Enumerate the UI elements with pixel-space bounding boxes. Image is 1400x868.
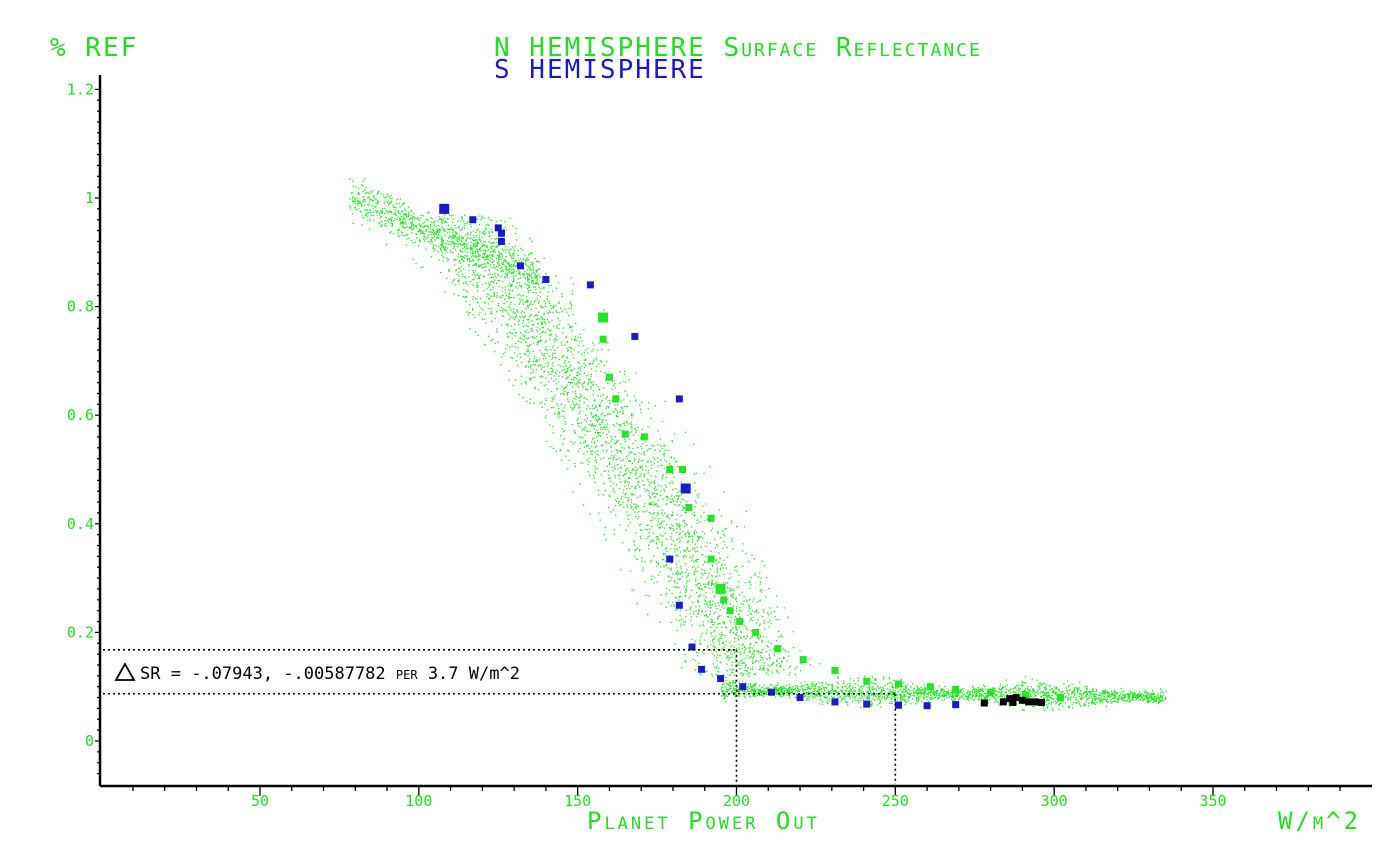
black-marker xyxy=(999,698,1007,706)
y-tick-label: 0.2 xyxy=(67,623,94,641)
north-marker xyxy=(926,683,934,691)
x-tick-label: 150 xyxy=(564,792,591,810)
north-marker xyxy=(605,373,613,381)
chart-title-north: N HEMISPHERE Surface Reflectance xyxy=(494,33,982,63)
north-marker xyxy=(987,688,995,696)
north-marker xyxy=(715,583,726,594)
south-marker xyxy=(688,643,696,651)
black-marker xyxy=(1025,698,1033,706)
y-tick-label: 0.8 xyxy=(67,298,94,316)
y-tick-label: 1 xyxy=(85,189,94,207)
north-marker xyxy=(678,466,686,473)
south-marker xyxy=(469,216,477,224)
north-marker xyxy=(666,466,674,473)
south-marker xyxy=(675,395,683,403)
south-marker xyxy=(863,700,871,708)
south-marker xyxy=(675,601,683,609)
y-unit-label: % REF xyxy=(50,33,138,63)
annotation: SR = -.07943, -.00587782 per 3.7 W/m^2 xyxy=(114,662,520,684)
x-tick-label: 200 xyxy=(723,792,750,810)
south-marker xyxy=(923,702,931,710)
south-marker xyxy=(698,665,706,673)
ticks: 50 100 150 200 250 300 350 0 0.2 0.4 0.6 0.8 1 1.2 xyxy=(67,80,1341,810)
x-tick-label: 50 xyxy=(251,792,269,810)
black-marker xyxy=(1006,695,1014,703)
y-tick-label: 0.6 xyxy=(67,406,94,424)
south-marker xyxy=(439,203,450,214)
south-marker xyxy=(767,688,775,696)
north-marker xyxy=(612,395,620,403)
chart-title-south: S HEMISPHERE xyxy=(494,55,706,85)
north-marker xyxy=(774,645,782,653)
delta-icon xyxy=(114,662,136,681)
series-markers xyxy=(439,203,1065,710)
north-marker xyxy=(895,680,903,688)
black-marker xyxy=(1031,698,1039,706)
south-marker xyxy=(739,683,747,691)
x-axis-label: Planet Power Out xyxy=(587,807,820,835)
north-marker xyxy=(707,555,715,563)
x-tick-label: 250 xyxy=(882,792,909,810)
north-marker xyxy=(640,433,648,441)
north-marker xyxy=(952,685,960,693)
north-marker xyxy=(621,430,629,438)
north-marker xyxy=(707,514,715,522)
annotation-text: SR = -.07943, -.00587782 per 3.7 W/m^2 xyxy=(140,664,520,684)
south-marker xyxy=(717,675,725,683)
title-north-part1: N HEMISPHERE xyxy=(494,33,724,63)
south-marker xyxy=(494,224,502,232)
north-marker xyxy=(720,596,728,604)
north-marker xyxy=(598,312,609,323)
y-tick-label: 0.4 xyxy=(67,515,94,533)
black-marker xyxy=(1018,696,1026,704)
black-marker xyxy=(1009,698,1017,706)
annotation-guides xyxy=(103,648,897,784)
black-marker xyxy=(1012,694,1020,702)
south-marker xyxy=(680,483,691,494)
north-marker xyxy=(863,677,871,685)
x-tick-label: 350 xyxy=(1199,792,1226,810)
black-marker xyxy=(1037,698,1045,706)
south-marker xyxy=(497,237,505,245)
south-marker xyxy=(831,698,839,706)
south-marker xyxy=(497,229,505,237)
x-unit-label: W/m^2 xyxy=(1278,807,1361,835)
north-marker xyxy=(736,618,744,626)
south-marker xyxy=(796,694,804,702)
north-marker xyxy=(685,504,693,512)
north-marker xyxy=(599,335,607,343)
y-tick-label: 1.2 xyxy=(67,80,94,98)
south-marker xyxy=(631,332,639,340)
north-marker xyxy=(1022,691,1030,699)
north-marker xyxy=(726,607,734,615)
south-marker xyxy=(516,262,524,270)
south-marker xyxy=(895,701,903,709)
south-marker xyxy=(952,701,960,709)
south-marker xyxy=(586,281,594,289)
south-marker xyxy=(666,555,674,563)
north-marker xyxy=(752,628,760,636)
north-marker xyxy=(831,666,839,674)
south-marker xyxy=(542,275,550,283)
y-tick-label: 0 xyxy=(85,732,94,750)
title-north-part2: Surface Reflectance xyxy=(724,33,982,63)
north-marker xyxy=(1057,694,1065,702)
black-marker xyxy=(980,699,988,707)
north-marker xyxy=(799,656,807,664)
x-tick-label: 100 xyxy=(405,792,432,810)
x-tick-label: 300 xyxy=(1041,792,1068,810)
